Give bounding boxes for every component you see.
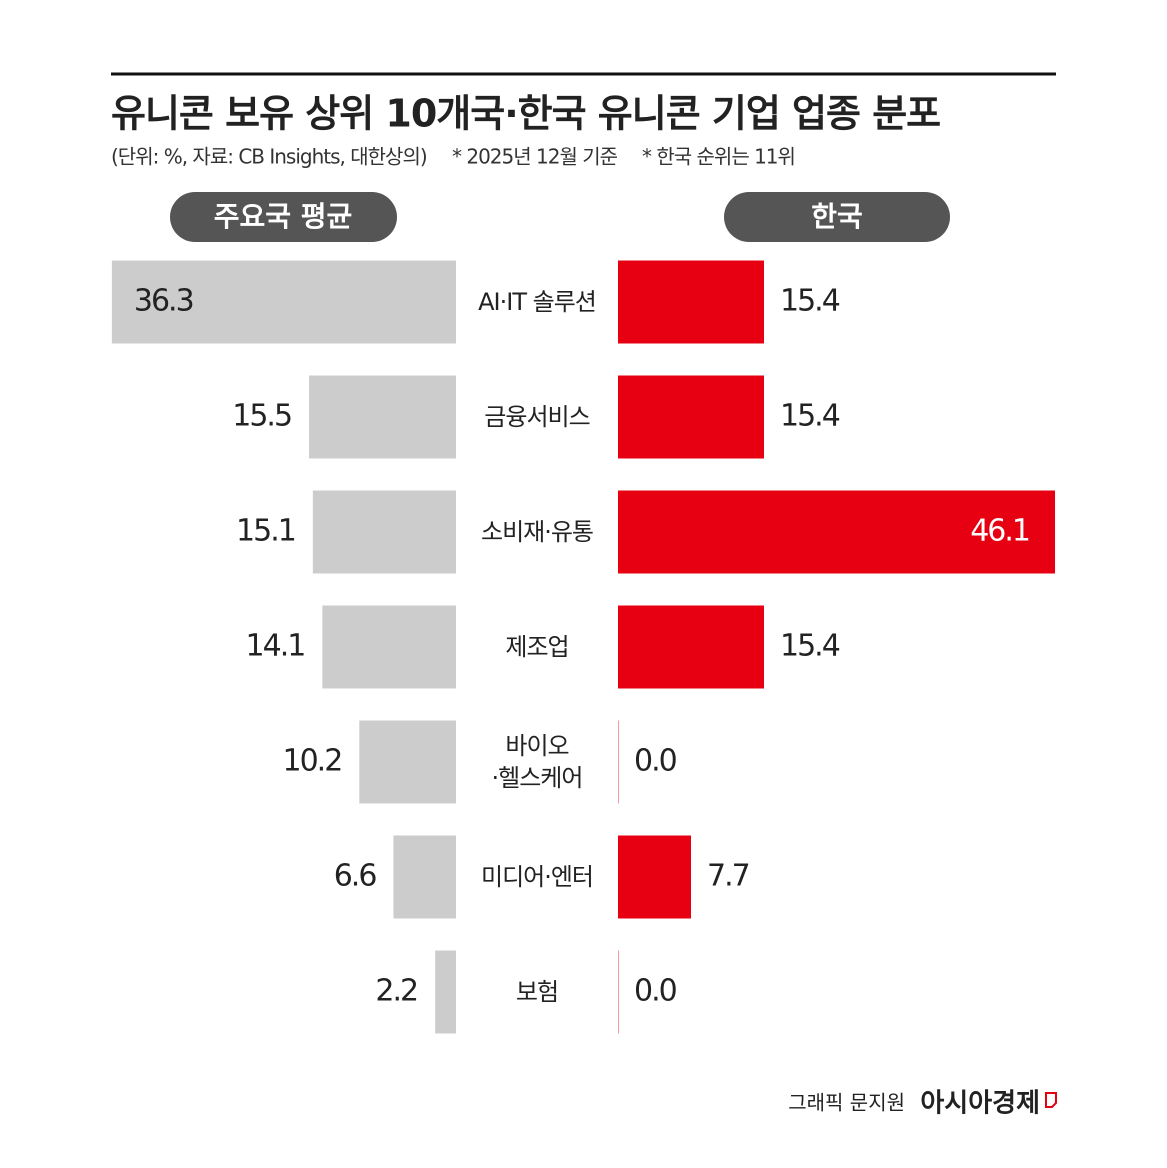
bar	[618, 605, 764, 689]
value-label: 15.1	[236, 514, 295, 549]
value-label: 14.1	[246, 629, 305, 664]
category-label: 금융서비스	[484, 403, 590, 431]
value-label: 46.1	[970, 514, 1029, 549]
category-label: 바이오 ·헬스케어	[491, 732, 584, 792]
credit: 그래픽 문지원	[788, 1091, 905, 1115]
bar	[309, 375, 456, 459]
value-label: 15.4	[780, 399, 840, 434]
bar	[618, 835, 691, 919]
category-label: 소비재·유통	[480, 518, 594, 546]
category-label: AI·IT 솔루션	[478, 288, 597, 316]
note: * 한국 순위는 11위	[642, 145, 795, 169]
bar	[618, 375, 764, 459]
value-label: 10.2	[283, 744, 342, 779]
bar	[359, 720, 456, 804]
value-label: 15.4	[780, 629, 840, 664]
legend-pill	[170, 192, 397, 242]
bar	[618, 720, 619, 804]
bar	[618, 950, 619, 1034]
value-label: 2.2	[375, 974, 417, 1009]
source-logo: 아시아경제	[920, 1089, 1040, 1119]
value-label: 6.6	[334, 859, 377, 894]
value-label: 0.0	[634, 974, 677, 1009]
bar	[618, 490, 1056, 574]
value-label: 36.3	[134, 284, 193, 319]
category-label: 제조업	[505, 633, 569, 661]
legend-label: 한국	[811, 200, 863, 233]
bar	[435, 950, 456, 1034]
chart-title: 유니콘 보유 상위 10개국·한국 유니콘 기업 업종 분포	[111, 92, 940, 136]
bar	[618, 260, 764, 344]
logo-icon	[1045, 1092, 1057, 1108]
value-label: 7.7	[707, 859, 749, 894]
legend-pill	[724, 192, 950, 242]
category-label: 보험	[515, 978, 559, 1006]
bar	[322, 605, 456, 689]
legend-label: 주요국 평균	[214, 200, 353, 233]
value-label: 15.4	[780, 284, 840, 319]
subtitle: (단위: %, 자료: CB Insights, 대한상의)	[111, 145, 427, 169]
value-label: 15.5	[232, 399, 291, 434]
bar	[312, 490, 456, 574]
note: * 2025년 12월 기준	[452, 145, 618, 169]
bar	[111, 260, 456, 344]
bar	[393, 835, 456, 919]
value-label: 0.0	[634, 744, 677, 779]
category-label: 미디어·엔터	[480, 863, 594, 891]
